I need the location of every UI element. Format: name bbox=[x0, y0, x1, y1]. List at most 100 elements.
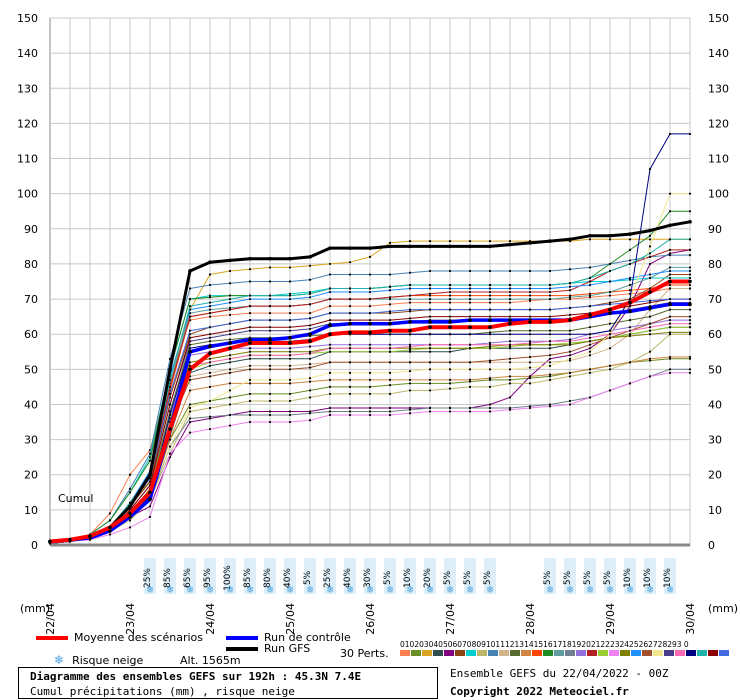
data-point bbox=[428, 294, 432, 297]
data-point bbox=[228, 346, 232, 351]
data-point bbox=[248, 312, 252, 315]
data-point bbox=[468, 308, 472, 311]
data-point bbox=[608, 234, 612, 238]
data-point bbox=[288, 410, 292, 413]
data-point bbox=[468, 385, 472, 388]
data-point bbox=[388, 273, 392, 276]
data-point bbox=[308, 317, 312, 320]
data-point bbox=[568, 359, 572, 362]
snow-risk-value: 5% bbox=[583, 570, 593, 585]
y-tick-right: 20 bbox=[708, 469, 722, 482]
data-point bbox=[448, 382, 452, 385]
snowflake-icon: ❄ bbox=[667, 583, 674, 596]
data-point bbox=[288, 354, 292, 357]
snowflake-icon: ❄ bbox=[347, 583, 354, 596]
data-point bbox=[368, 312, 372, 315]
data-point bbox=[368, 319, 372, 322]
data-point bbox=[448, 343, 452, 346]
data-point bbox=[588, 266, 592, 269]
data-point bbox=[628, 297, 632, 301]
data-point bbox=[408, 350, 412, 353]
data-point bbox=[588, 283, 592, 287]
data-point bbox=[288, 319, 292, 322]
data-point bbox=[488, 361, 492, 364]
data-point bbox=[308, 290, 312, 294]
x-date-label: 23/04 bbox=[124, 603, 137, 635]
data-point bbox=[388, 347, 392, 350]
x-date-label: 29/04 bbox=[604, 603, 617, 635]
data-point bbox=[268, 266, 272, 269]
snowflake-icon: ❄ bbox=[147, 583, 154, 596]
data-point bbox=[568, 375, 572, 378]
data-point bbox=[508, 340, 512, 343]
data-point bbox=[448, 269, 452, 273]
data-point bbox=[388, 241, 392, 244]
data-point bbox=[268, 312, 272, 315]
pert-swatch-04 bbox=[433, 650, 443, 656]
data-point bbox=[588, 326, 592, 329]
data-point bbox=[408, 412, 412, 415]
data-point bbox=[308, 292, 312, 295]
data-point bbox=[328, 246, 332, 250]
data-point bbox=[288, 399, 292, 403]
data-point bbox=[508, 239, 512, 243]
data-point bbox=[508, 329, 512, 332]
data-point bbox=[388, 413, 392, 417]
snowflake-icon: ❄ bbox=[447, 583, 454, 596]
data-point bbox=[168, 445, 172, 448]
data-point bbox=[228, 357, 232, 360]
data-point bbox=[208, 415, 212, 418]
data-point bbox=[208, 312, 212, 315]
data-point bbox=[268, 364, 272, 367]
data-point bbox=[48, 539, 52, 544]
data-point bbox=[168, 413, 172, 417]
data-point bbox=[328, 332, 332, 337]
data-point bbox=[668, 210, 672, 213]
data-point bbox=[148, 452, 152, 455]
data-point bbox=[508, 308, 512, 311]
data-point bbox=[388, 384, 392, 387]
pert-swatch-18 bbox=[587, 650, 597, 656]
snow-risk-value: 95% bbox=[203, 568, 213, 588]
data-point bbox=[328, 312, 332, 315]
data-point bbox=[328, 297, 332, 301]
data-point bbox=[288, 304, 292, 308]
snow-risk-value: 20% bbox=[423, 568, 433, 588]
data-point bbox=[308, 410, 312, 413]
data-point bbox=[468, 244, 472, 249]
data-point bbox=[228, 368, 232, 371]
data-point bbox=[528, 405, 532, 408]
data-point bbox=[428, 333, 432, 336]
cumul-label: Cumul bbox=[58, 492, 93, 505]
data-point bbox=[508, 357, 512, 360]
data-point bbox=[448, 368, 452, 371]
data-point bbox=[168, 392, 172, 396]
data-point bbox=[248, 357, 252, 360]
data-point bbox=[448, 387, 452, 390]
data-point bbox=[508, 321, 512, 326]
data-point bbox=[508, 301, 512, 304]
snow-risk-cell bbox=[384, 558, 396, 594]
data-point bbox=[208, 301, 212, 304]
data-point bbox=[448, 301, 452, 304]
data-point bbox=[568, 282, 572, 285]
snow-risk-cell bbox=[444, 558, 456, 594]
data-point bbox=[688, 269, 692, 273]
data-point bbox=[408, 382, 412, 385]
data-point bbox=[508, 378, 512, 381]
data-point bbox=[348, 304, 352, 308]
data-point bbox=[228, 313, 232, 316]
y-tick-right: 10 bbox=[708, 504, 722, 517]
data-point bbox=[548, 333, 552, 336]
data-point bbox=[408, 320, 412, 324]
data-point bbox=[408, 369, 412, 373]
data-point bbox=[188, 431, 192, 434]
data-point bbox=[268, 304, 272, 308]
data-point bbox=[388, 285, 392, 288]
y-tick-right: 40 bbox=[708, 398, 722, 411]
data-point bbox=[328, 262, 332, 266]
data-point bbox=[408, 287, 412, 290]
data-point bbox=[188, 389, 192, 392]
data-point bbox=[228, 282, 232, 285]
data-point bbox=[488, 385, 492, 388]
